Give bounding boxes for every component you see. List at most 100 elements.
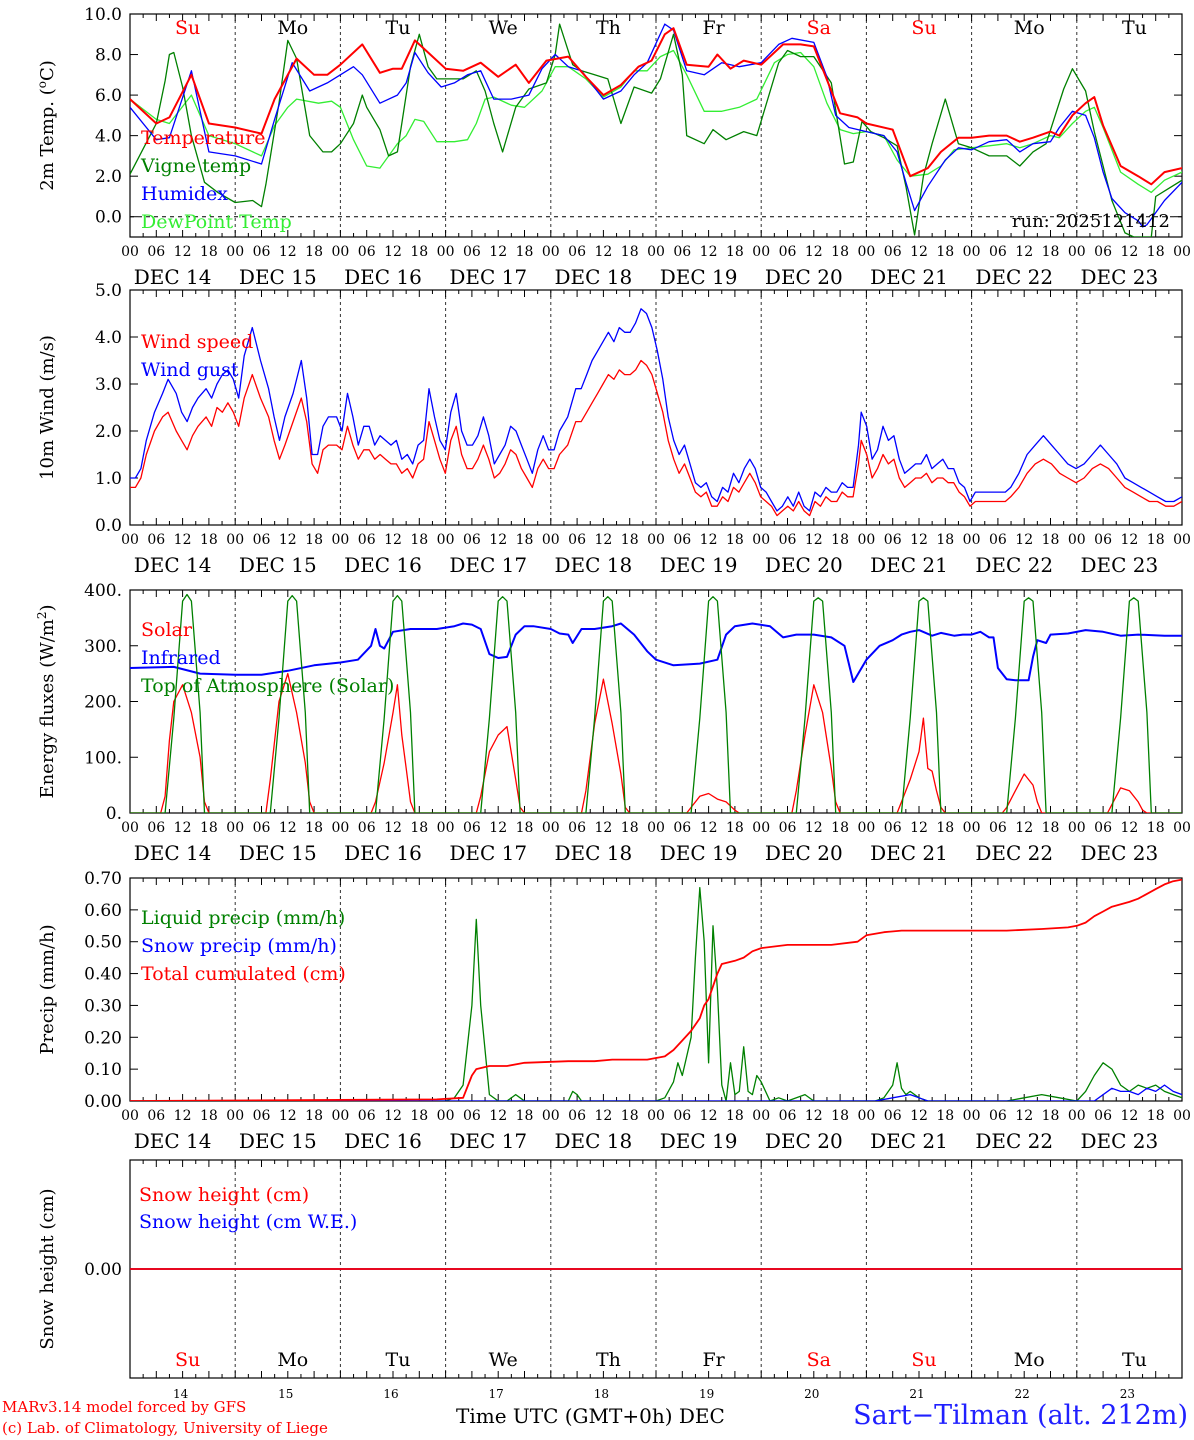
energy-legend-entry: Top of Atmosphere (Solar): [141, 675, 394, 697]
precip-hour-label: 12: [279, 1108, 297, 1124]
temperature-hour-label: 12: [174, 244, 192, 260]
energy-hour-label: 00: [542, 820, 560, 836]
precip-hour-label: 00: [331, 1108, 349, 1124]
precip-hour-label: 00: [963, 1108, 981, 1124]
precip-y-tick-label: 0.40: [84, 965, 122, 985]
energy-y-tick-label: 100.: [84, 748, 122, 768]
wind-hour-label: 12: [700, 532, 718, 548]
temperature-hour-label: 00: [752, 244, 770, 260]
precip-hour-label: 06: [568, 1108, 586, 1124]
energy-date-label: DEC 17: [449, 841, 527, 865]
precip-date-label: DEC 14: [134, 1129, 212, 1153]
temperature-date-label: DEC 16: [344, 265, 422, 289]
temperature-hour-label: 00: [647, 244, 665, 260]
energy-y-tick-label: 400.: [84, 581, 122, 601]
temperature-legend-entry: Vigne temp: [140, 155, 251, 177]
precip-hour-label: 12: [910, 1108, 928, 1124]
energy-y-tick-label: 200.: [84, 693, 122, 713]
energy-legend-entry: Infrared: [141, 647, 221, 669]
precip-hour-label: 18: [1042, 1108, 1060, 1124]
precip-hour-label: 00: [1173, 1108, 1191, 1124]
energy-hour-label: 18: [621, 820, 639, 836]
temperature-hour-label: 00: [1068, 244, 1086, 260]
temperature-date-label: DEC 19: [660, 265, 738, 289]
wind-hour-label: 00: [752, 532, 770, 548]
precip-hour-label: 18: [726, 1108, 744, 1124]
wind-y-tick-label: 5.0: [95, 281, 122, 301]
temperature-legend-entry: Temperature: [141, 127, 265, 149]
energy-hour-label: 00: [963, 820, 981, 836]
energy-hour-label: 12: [805, 820, 823, 836]
temperature-plot-frame: [129, 13, 1183, 238]
temperature-date-label: DEC 23: [1081, 265, 1159, 289]
wind-hour-label: 00: [437, 532, 455, 548]
precip-series-liquid-precip-mm-h: [130, 886, 1182, 1101]
wind-hour-label: 12: [489, 532, 507, 548]
day-number-label: 16: [383, 1387, 398, 1401]
lab-credit: (c) Lab. of Climatology, University of L…: [2, 1419, 328, 1437]
temperature-hour-label: 06: [147, 244, 165, 260]
wind-y-tick-label: 1.0: [95, 469, 122, 489]
energy-hour-label: 12: [594, 820, 612, 836]
energy-hour-label: 12: [384, 820, 402, 836]
precip-hour-label: 06: [147, 1108, 165, 1124]
precip-date-label: DEC 22: [975, 1129, 1053, 1153]
energy-hour-label: 00: [331, 820, 349, 836]
precip-hour-label: 06: [779, 1108, 797, 1124]
wind-y-tick-label: 0.0: [95, 516, 122, 536]
precip-hour-label: 06: [253, 1108, 271, 1124]
wind-hour-label: 18: [936, 532, 954, 548]
energy-hour-label: 18: [305, 820, 323, 836]
wind-hour-label: 00: [857, 532, 875, 548]
precip-hour-label: 06: [884, 1108, 902, 1124]
precip-y-tick-label: 0.20: [84, 1028, 122, 1048]
temperature-dow-label: Fr: [702, 17, 725, 39]
temperature-date-label: DEC 21: [870, 265, 948, 289]
precip-date-label: DEC 16: [344, 1129, 422, 1153]
precip-y-tick-label: 0.60: [84, 901, 122, 921]
energy-hour-label: 18: [410, 820, 428, 836]
day-number-label: 18: [594, 1387, 609, 1401]
temperature-date-label: DEC 22: [975, 265, 1053, 289]
temperature-hour-label: 18: [305, 244, 323, 260]
wind-hour-label: 18: [305, 532, 323, 548]
temperature-hour-label: 18: [936, 244, 954, 260]
precip-hour-label: 00: [121, 1108, 139, 1124]
temperature-hour-label: 06: [884, 244, 902, 260]
snow-legend-entry: Snow height (cm W.E.): [139, 1211, 357, 1233]
wind-hour-label: 06: [253, 532, 271, 548]
wind-y-tick-label: 3.0: [95, 375, 122, 395]
energy-hour-label: 12: [489, 820, 507, 836]
energy-hour-label: 12: [1015, 820, 1033, 836]
wind-date-label: DEC 21: [870, 553, 948, 577]
temperature-y-tick-label: 10.0: [84, 5, 122, 25]
energy-hour-label: 06: [358, 820, 376, 836]
precip-hour-label: 18: [1147, 1108, 1165, 1124]
wind-hour-label: 06: [673, 532, 691, 548]
snow-legend-entry: Snow height (cm): [139, 1184, 309, 1206]
energy-date-label: DEC 21: [870, 841, 948, 865]
temperature-hour-label: 00: [226, 244, 244, 260]
wind-hour-label: 12: [1015, 532, 1033, 548]
wind-date-label: DEC 19: [660, 553, 738, 577]
energy-hour-label: 12: [1120, 820, 1138, 836]
energy-date-label: DEC 19: [660, 841, 738, 865]
temperature-series-vigne-temp: [130, 23, 1182, 237]
precip-hour-label: 18: [831, 1108, 849, 1124]
precip-date-label: DEC 18: [555, 1129, 633, 1153]
temperature-hour-label: 12: [1120, 244, 1138, 260]
temperature-hour-label: 12: [805, 244, 823, 260]
model-credit: MARv3.14 model forced by GFS: [2, 1398, 247, 1416]
wind-hour-label: 18: [621, 532, 639, 548]
temperature-series-temperature: [130, 27, 1182, 186]
snow-y-tick-label: 0.00: [84, 1260, 122, 1280]
energy-hour-label: 00: [1173, 820, 1191, 836]
energy-hour-label: 12: [174, 820, 192, 836]
temperature-dow-label: Tu: [386, 17, 411, 39]
precip-hour-label: 12: [174, 1108, 192, 1124]
snow-dow-label: Sa: [807, 1349, 831, 1371]
snow-dow-label: Fr: [702, 1349, 725, 1371]
precip-y-tick-label: 0.30: [84, 996, 122, 1016]
station-name: Sart−Tilman (alt. 212m): [853, 1400, 1188, 1431]
wind-series-wind-gust: [130, 308, 1182, 512]
